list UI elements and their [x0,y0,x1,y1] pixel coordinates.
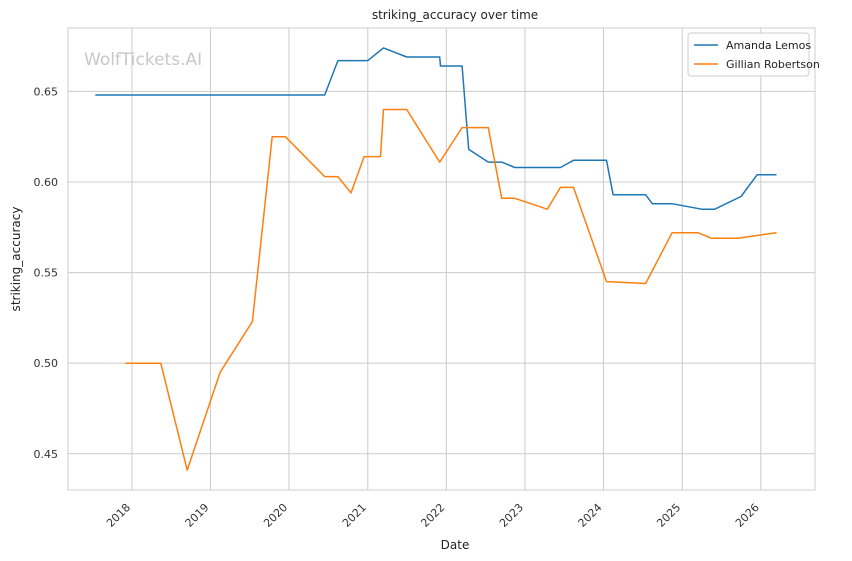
watermark-text: WolfTickets.AI [84,50,202,70]
chart-title: striking_accuracy over time [372,8,538,22]
y-tick-label: 0.60 [34,176,59,189]
series-line-gillian-robertson [125,108,777,471]
grid [68,28,815,490]
legend-label-gillian-robertson: Gillian Robertson [726,58,820,71]
x-axis-title: Date [441,538,470,552]
series-lines [95,47,777,471]
y-axis-title: striking_accuracy [9,207,23,312]
plot-frame [67,27,816,491]
legend: Amanda Lemos Gillian Robertson [687,32,820,77]
series-line-amanda-lemos [95,47,777,210]
y-tick-label: 0.50 [34,357,59,370]
y-tick-label: 0.55 [34,267,59,280]
y-tick-label: 0.45 [34,448,59,461]
y-tick-label: 0.65 [34,85,59,98]
legend-box [687,32,810,77]
legend-label-amanda-lemos: Amanda Lemos [726,39,811,52]
